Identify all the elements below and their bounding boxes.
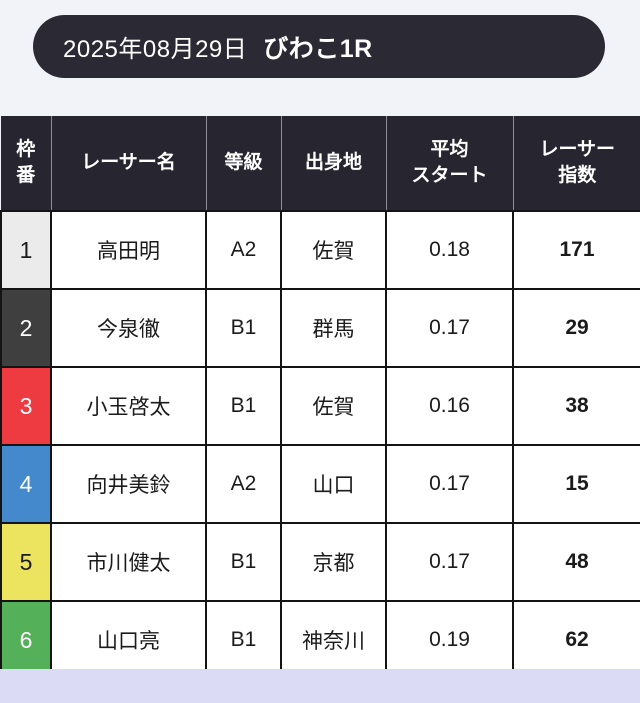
column-header-avg-start: 平均 スタート (386, 116, 514, 211)
racer-name-cell: 山口亮 (50, 600, 207, 680)
racer-table: 枠 番 レーサー名 等級 出身地 平均 スタート レーサー 指数 1 高田明 A… (0, 116, 640, 680)
bottom-strip (0, 669, 640, 703)
column-header-class: 等級 (206, 116, 282, 211)
birthplace-cell: 佐賀 (280, 366, 387, 446)
avg-start-cell: 0.16 (385, 366, 514, 446)
racer-index-cell: 29 (512, 288, 640, 368)
frame-number-cell: 3 (0, 366, 52, 446)
table-row: 1 高田明 A2 佐賀 0.18 171 (0, 210, 640, 290)
class-cell: A2 (205, 444, 282, 524)
avg-start-cell: 0.19 (385, 600, 514, 680)
racer-index-cell: 62 (512, 600, 640, 680)
race-date: 2025年08月29日 (63, 36, 248, 63)
avg-start-cell: 0.17 (385, 288, 514, 368)
table-header: 枠 番 レーサー名 等級 出身地 平均 スタート レーサー 指数 (1, 116, 640, 211)
racer-index-cell: 48 (512, 522, 640, 602)
table-row: 2 今泉徹 B1 群馬 0.17 29 (0, 288, 640, 368)
table-row: 4 向井美鈴 A2 山口 0.17 15 (0, 444, 640, 524)
racer-index-cell: 15 (512, 444, 640, 524)
avg-start-cell: 0.18 (385, 210, 514, 290)
column-header-frame: 枠 番 (1, 116, 52, 211)
avg-start-cell: 0.17 (385, 444, 514, 524)
table-row: 5 市川健太 B1 京都 0.17 48 (0, 522, 640, 602)
race-header-bar: 2025年08月29日 びわこ1R (33, 15, 605, 78)
racer-name-cell: 向井美鈴 (50, 444, 207, 524)
column-header-racer-name: レーサー名 (51, 116, 207, 211)
birthplace-cell: 佐賀 (280, 210, 387, 290)
birthplace-cell: 神奈川 (280, 600, 387, 680)
avg-start-cell: 0.17 (385, 522, 514, 602)
column-header-racer-index: レーサー 指数 (513, 116, 640, 211)
racer-index-cell: 38 (512, 366, 640, 446)
column-header-birthplace: 出身地 (281, 116, 387, 211)
class-cell: A2 (205, 210, 282, 290)
racer-index-cell: 171 (512, 210, 640, 290)
frame-number-cell: 6 (0, 600, 52, 680)
class-cell: B1 (205, 522, 282, 602)
racer-name-cell: 今泉徹 (50, 288, 207, 368)
birthplace-cell: 山口 (280, 444, 387, 524)
racer-name-cell: 高田明 (50, 210, 207, 290)
racer-name-cell: 市川健太 (50, 522, 207, 602)
frame-number-cell: 4 (0, 444, 52, 524)
class-cell: B1 (205, 600, 282, 680)
race-title: びわこ1R (263, 34, 373, 63)
class-cell: B1 (205, 366, 282, 446)
birthplace-cell: 京都 (280, 522, 387, 602)
frame-number-cell: 2 (0, 288, 52, 368)
frame-number-cell: 5 (0, 522, 52, 602)
table-row: 3 小玉啓太 B1 佐賀 0.16 38 (0, 366, 640, 446)
racer-name-cell: 小玉啓太 (50, 366, 207, 446)
birthplace-cell: 群馬 (280, 288, 387, 368)
table-row: 6 山口亮 B1 神奈川 0.19 62 (0, 600, 640, 680)
class-cell: B1 (205, 288, 282, 368)
table-body: 1 高田明 A2 佐賀 0.18 171 2 今泉徹 B1 群馬 0.17 29… (0, 210, 640, 680)
frame-number-cell: 1 (0, 210, 52, 290)
